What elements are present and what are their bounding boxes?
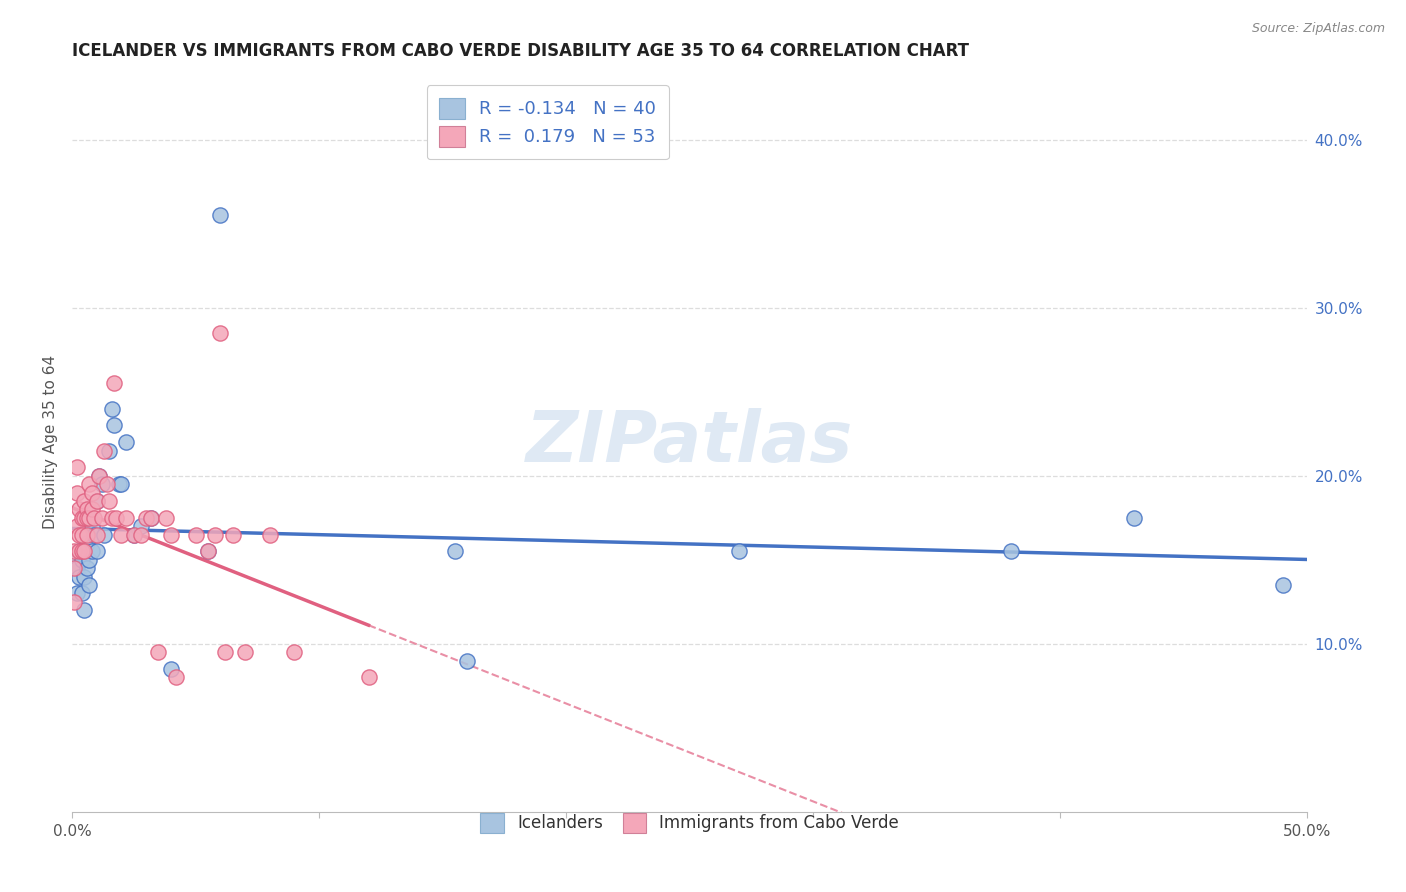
Point — [90, 477, 112, 491]
Point — [80, 519, 103, 533]
Point — [86, 544, 108, 558]
Point — [76, 502, 98, 516]
Point — [79, 578, 101, 592]
Point — [165, 670, 187, 684]
Point — [83, 527, 105, 541]
Point — [221, 527, 243, 541]
Point — [70, 527, 93, 541]
Point — [259, 527, 281, 541]
Point — [86, 494, 108, 508]
Point — [110, 527, 132, 541]
Point — [135, 510, 157, 524]
Point — [1000, 544, 1022, 558]
Point — [96, 477, 118, 491]
Point — [209, 326, 232, 340]
Point — [80, 544, 103, 558]
Point — [70, 510, 93, 524]
Point — [98, 494, 121, 508]
Point — [155, 510, 177, 524]
Point — [66, 519, 89, 533]
Point — [73, 544, 96, 558]
Point — [105, 510, 128, 524]
Point — [73, 569, 96, 583]
Point — [79, 553, 101, 567]
Point — [115, 510, 138, 524]
Point — [103, 418, 125, 433]
Point — [214, 645, 236, 659]
Point — [66, 586, 89, 600]
Point — [83, 510, 105, 524]
Point — [76, 510, 98, 524]
Point — [160, 527, 183, 541]
Point — [70, 544, 93, 558]
Point — [76, 536, 98, 550]
Legend: Icelanders, Immigrants from Cabo Verde: Icelanders, Immigrants from Cabo Verde — [468, 802, 911, 844]
Point — [67, 502, 90, 516]
Point — [67, 527, 90, 541]
Point — [80, 485, 103, 500]
Point — [86, 494, 108, 508]
Point — [63, 595, 86, 609]
Point — [76, 527, 98, 541]
Point — [728, 544, 751, 558]
Point — [76, 561, 98, 575]
Point — [79, 510, 101, 524]
Point — [129, 527, 152, 541]
Point — [184, 527, 207, 541]
Point — [139, 510, 162, 524]
Point — [456, 654, 478, 668]
Point — [129, 519, 152, 533]
Point — [73, 510, 96, 524]
Point — [1271, 578, 1294, 592]
Point — [67, 544, 90, 558]
Point — [93, 443, 115, 458]
Point — [283, 645, 305, 659]
Point — [79, 477, 101, 491]
Point — [89, 468, 111, 483]
Point — [67, 569, 90, 583]
Point — [122, 527, 145, 541]
Point — [66, 561, 89, 575]
Point — [108, 477, 131, 491]
Point — [80, 502, 103, 516]
Point — [73, 494, 96, 508]
Point — [204, 527, 226, 541]
Text: ZIPatlas: ZIPatlas — [526, 408, 853, 476]
Point — [90, 510, 112, 524]
Point — [1123, 510, 1146, 524]
Point — [66, 485, 89, 500]
Point — [100, 510, 122, 524]
Text: Source: ZipAtlas.com: Source: ZipAtlas.com — [1251, 22, 1385, 36]
Point — [148, 645, 170, 659]
Point — [444, 544, 467, 558]
Point — [197, 544, 219, 558]
Point — [100, 401, 122, 416]
Point — [115, 435, 138, 450]
Point — [66, 460, 89, 475]
Point — [233, 645, 256, 659]
Y-axis label: Disability Age 35 to 64: Disability Age 35 to 64 — [44, 355, 58, 529]
Point — [63, 544, 86, 558]
Point — [89, 468, 111, 483]
Point — [357, 670, 380, 684]
Point — [139, 510, 162, 524]
Text: ICELANDER VS IMMIGRANTS FROM CABO VERDE DISABILITY AGE 35 TO 64 CORRELATION CHAR: ICELANDER VS IMMIGRANTS FROM CABO VERDE … — [72, 42, 969, 60]
Point — [70, 586, 93, 600]
Point — [103, 376, 125, 391]
Point — [110, 477, 132, 491]
Point — [209, 208, 232, 222]
Point — [122, 527, 145, 541]
Point — [73, 544, 96, 558]
Point — [197, 544, 219, 558]
Point — [86, 527, 108, 541]
Point — [63, 561, 86, 575]
Point — [160, 662, 183, 676]
Point — [73, 603, 96, 617]
Point — [70, 553, 93, 567]
Point — [93, 527, 115, 541]
Point — [98, 443, 121, 458]
Point — [63, 556, 86, 570]
Point — [67, 544, 90, 558]
